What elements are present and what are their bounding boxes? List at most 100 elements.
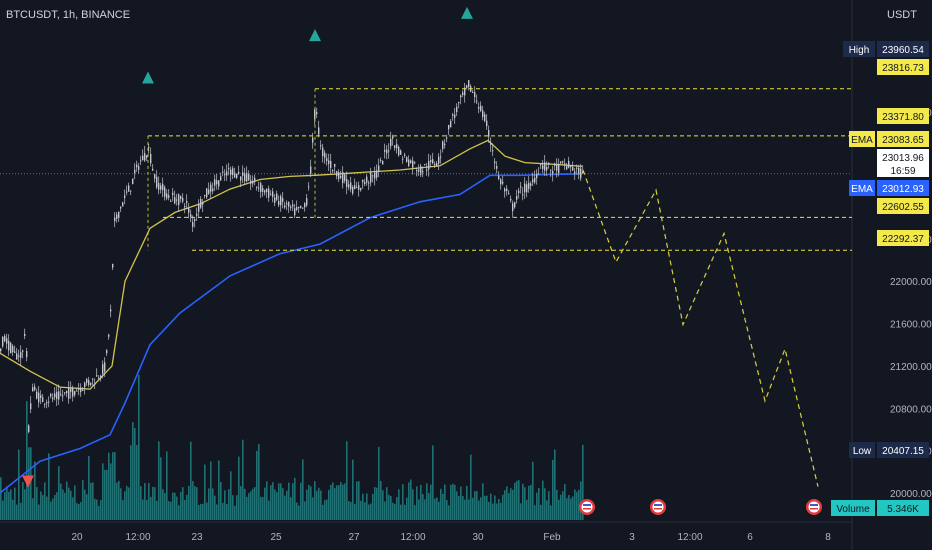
candle-body — [272, 191, 274, 197]
candle-body — [498, 175, 500, 180]
volume-bar — [154, 487, 156, 520]
candle-body — [70, 388, 72, 392]
candle-body — [232, 168, 234, 176]
y-tick-label: 20000.00 — [890, 489, 932, 500]
candle-body — [228, 168, 230, 170]
volume-bar — [406, 497, 408, 520]
volume-bar — [276, 492, 278, 520]
volume-bar — [142, 499, 144, 520]
candle-body — [556, 164, 558, 171]
volume-bar — [332, 482, 334, 520]
candle-body — [44, 403, 46, 405]
volume-bar — [140, 486, 142, 520]
volume-bar — [178, 505, 180, 520]
candle-body — [348, 184, 350, 188]
volume-bar — [188, 485, 190, 520]
volume-bar — [560, 494, 562, 520]
candle-body — [42, 397, 44, 403]
volume-bar — [218, 460, 220, 520]
candle-body — [34, 386, 36, 390]
volume-bar — [416, 486, 418, 520]
candle-body — [370, 172, 372, 183]
candle-body — [440, 156, 442, 158]
candle-body — [300, 205, 302, 208]
volume-bar — [458, 495, 460, 520]
volume-bar — [392, 502, 394, 520]
volume-bar — [144, 483, 146, 520]
candle-body — [420, 166, 422, 175]
low-tag-label: Low — [853, 446, 872, 457]
event-flag-icon — [806, 499, 822, 515]
volume-bar — [570, 498, 572, 520]
x-tick-label: 12:00 — [400, 532, 425, 543]
candle-body — [24, 333, 26, 336]
volume-bar — [474, 491, 476, 520]
volume-bar — [420, 484, 422, 520]
candle-body — [230, 169, 232, 175]
candle-body — [162, 183, 164, 191]
candle-body — [138, 166, 140, 170]
volume-bar — [132, 422, 134, 520]
volume-bar — [206, 502, 208, 520]
candle-body — [150, 153, 152, 164]
volume-bar — [284, 495, 286, 520]
volume-bar — [152, 486, 154, 520]
candle-body — [288, 201, 290, 207]
candle-body — [356, 187, 358, 189]
candle-body — [548, 162, 550, 165]
volume-bar — [74, 485, 76, 520]
candle-body — [266, 188, 268, 192]
candle-body — [504, 188, 506, 192]
candle-body — [576, 167, 578, 169]
candle-body — [198, 204, 200, 212]
volume-bar — [174, 492, 176, 520]
volume-bar — [260, 496, 262, 520]
candle-body — [278, 201, 280, 205]
volume-bar — [64, 492, 66, 520]
candle-body — [564, 163, 566, 165]
volume-bar — [148, 482, 150, 520]
volume-bar — [498, 498, 500, 520]
volume-bar — [558, 499, 560, 520]
volume-bar — [476, 491, 478, 520]
candle-body — [188, 208, 190, 213]
candle-body — [40, 395, 42, 398]
candle-body — [108, 334, 110, 337]
volume-bar — [6, 486, 8, 520]
volume-bar — [538, 488, 540, 520]
volume-bar — [208, 488, 210, 520]
volume-bar — [410, 479, 412, 520]
volume-bar — [268, 500, 270, 520]
candle-body — [110, 309, 112, 312]
candle-body — [104, 362, 106, 372]
volume-bar — [58, 466, 60, 520]
candle-body — [50, 394, 52, 397]
candle-body — [508, 192, 510, 194]
candle-body — [376, 170, 378, 178]
candle-body — [54, 393, 56, 398]
candle-body — [394, 145, 396, 148]
volume-bar — [194, 486, 196, 520]
ema-slow-tag-value: 23012.93 — [882, 184, 924, 195]
candle-body — [402, 158, 404, 160]
candle-body — [346, 178, 348, 187]
currency-label: USDT — [887, 9, 917, 21]
candle-body — [18, 355, 20, 357]
volume-bar — [238, 456, 240, 520]
volume-bar — [368, 504, 370, 520]
volume-bar — [186, 494, 188, 520]
volume-bar — [278, 483, 280, 520]
volume-bar — [544, 488, 546, 520]
candle-body — [160, 185, 162, 190]
volume-bar — [54, 494, 56, 520]
candle-body — [324, 152, 326, 158]
volume-bar — [158, 441, 160, 520]
ema-fast-tag-value: 23083.65 — [882, 135, 924, 146]
candle-body — [396, 143, 398, 149]
candle-body — [358, 185, 360, 190]
volume-bar — [192, 481, 194, 520]
candle-body — [88, 380, 90, 386]
candle-body — [412, 160, 414, 168]
volume-bar — [8, 491, 10, 520]
